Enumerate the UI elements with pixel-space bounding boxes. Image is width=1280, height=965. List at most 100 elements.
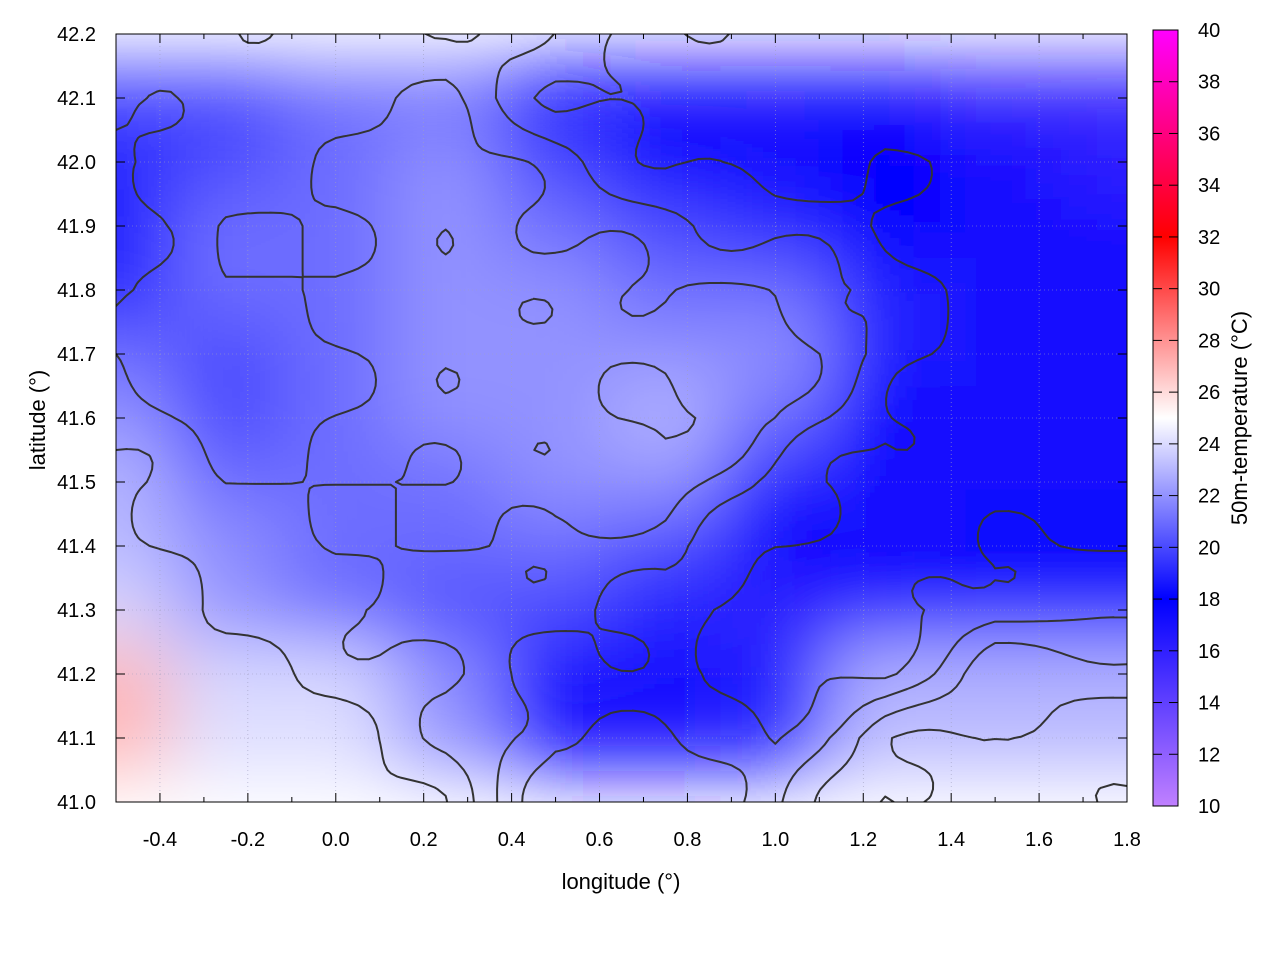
colorbar-tick-label: 22: [1198, 486, 1220, 508]
x-tick-label: 0.8: [674, 829, 702, 851]
heatmap-cell: [170, 258, 282, 323]
heatmap-cell: [940, 514, 1063, 579]
y-tick-label: 42.0: [57, 152, 96, 174]
heatmap-cell: [1061, 66, 1127, 131]
heatmap-cell: [940, 258, 1063, 323]
heatmap-cell: [280, 386, 392, 451]
heatmap-cell: [720, 66, 832, 131]
heatmap-cell: [170, 194, 282, 259]
heatmap-cell: [610, 386, 722, 451]
heatmap-cell: [1061, 578, 1127, 643]
heatmap-cell: [610, 130, 722, 195]
heatmap-cell: [280, 514, 392, 579]
heatmap-cell: [500, 386, 612, 451]
heatmap-cell: [170, 642, 282, 771]
y-tick-label: 41.9: [57, 216, 96, 238]
heatmap-cell: [390, 386, 502, 451]
heatmap-cell: [390, 450, 502, 515]
x-tick-label: 1.0: [761, 829, 789, 851]
heatmap-cell: [720, 194, 832, 259]
heatmap-cell: [116, 578, 172, 643]
heatmap-cell: [500, 258, 612, 323]
heatmap-cell: [170, 578, 282, 643]
heatmap-cell: [1061, 514, 1127, 579]
heatmap-cell: [830, 322, 942, 387]
colorbar-tick-label: 16: [1198, 641, 1220, 663]
colorbar-tick-label: 28: [1198, 330, 1220, 352]
heatmap-cell: [116, 66, 172, 131]
colorbar-tick-label: 36: [1198, 123, 1220, 145]
x-tick-label: -0.2: [231, 829, 265, 851]
heatmap-cell: [720, 642, 832, 771]
colorbar-tick-label: 38: [1198, 72, 1220, 94]
y-tick-label: 41.4: [57, 536, 96, 558]
colorbar-tick-label: 30: [1198, 279, 1220, 301]
y-tick-label: 41.5: [57, 472, 96, 494]
heatmap-cell: [830, 258, 942, 323]
x-tick-labels: -0.4 -0.2 0.0 0.2 0.4 0.6 0.8 1.0 1.2 1.4 1.6 1.8: [143, 829, 1141, 851]
heatmap-cell: [1061, 386, 1127, 451]
heatmap-cell: [720, 386, 832, 451]
x-axis-label: longitude (°): [562, 869, 681, 894]
colorbar-tick-label: 18: [1198, 589, 1220, 611]
axis-ticks: [115, 33, 1128, 803]
y-tick-label: 41.2: [57, 664, 96, 686]
y-tick-label: 41.3: [57, 600, 96, 622]
heatmap-cell: [830, 578, 942, 643]
heatmap-cell: [1061, 450, 1127, 515]
colorbar-tick-label: 20: [1198, 537, 1220, 559]
colorbar-tick-label: 12: [1198, 744, 1220, 766]
colorbar-label: 50m-temperature (°C): [1227, 311, 1252, 525]
heatmap-cell: [1061, 322, 1127, 387]
heatmap-cell: [610, 322, 722, 387]
x-tick-label: 0.2: [410, 829, 438, 851]
heatmap-cell: [830, 450, 942, 515]
heatmap-cell: [830, 66, 942, 131]
heatmap-cell: [390, 130, 502, 195]
y-tick-label: 41.6: [57, 408, 96, 430]
y-tick-label: 41.7: [57, 344, 96, 366]
y-tick-label: 41.0: [57, 792, 96, 814]
heatmap-cell: [610, 642, 722, 771]
colorbar-tick-label: 26: [1198, 382, 1220, 404]
heatmap-cell: [390, 578, 502, 643]
heatmap-cell: [280, 578, 392, 643]
colorbar-tick-label: 10: [1198, 796, 1220, 818]
heatmap-cell: [280, 194, 392, 259]
heatmap-cell: [940, 194, 1063, 259]
heatmap-cell: [390, 322, 502, 387]
heatmap-cell: [280, 642, 392, 771]
y-tick-label: 42.2: [57, 24, 96, 46]
y-axis-label: latitude (°): [25, 370, 50, 471]
heatmap-cell: [720, 578, 832, 643]
colorbar-tick-label: 32: [1198, 227, 1220, 249]
x-tick-label: 1.8: [1113, 829, 1141, 851]
heatmap-cell: [390, 258, 502, 323]
heatmap-cell: [830, 514, 942, 579]
heatmap-cell: [940, 642, 1063, 771]
contour-line: [116, 78, 1127, 802]
heatmap-cell: [940, 322, 1063, 387]
y-tick-label: 41.8: [57, 280, 96, 302]
heatmap-cell: [1061, 258, 1127, 323]
heatmap-cell: [720, 450, 832, 515]
x-tick-label: 0.4: [498, 829, 526, 851]
contour-lines: [116, 34, 1127, 802]
heatmap-cell: [500, 514, 612, 579]
heatmap-cell: [500, 642, 612, 771]
heatmap-cell: [940, 386, 1063, 451]
heatmap-cell: [170, 66, 282, 131]
heatmap-cell: [610, 514, 722, 579]
heatmap-cell: [830, 194, 942, 259]
heatmap-cell: [116, 642, 172, 771]
heatmap-cell: [116, 450, 172, 515]
y-tick-label: 42.1: [57, 88, 96, 110]
heatmap-cell: [720, 258, 832, 323]
y-tick-label: 41.1: [57, 728, 96, 750]
heatmap-cell: [170, 386, 282, 451]
heatmap-cell: [170, 514, 282, 579]
x-tick-label: 1.4: [937, 829, 965, 851]
y-tick-labels: 41.0 41.1 41.2 41.3 41.4 41.5 41.6 41.7 41.8 41.9…: [57, 24, 96, 814]
colorbar-tick-label: 34: [1198, 175, 1220, 197]
